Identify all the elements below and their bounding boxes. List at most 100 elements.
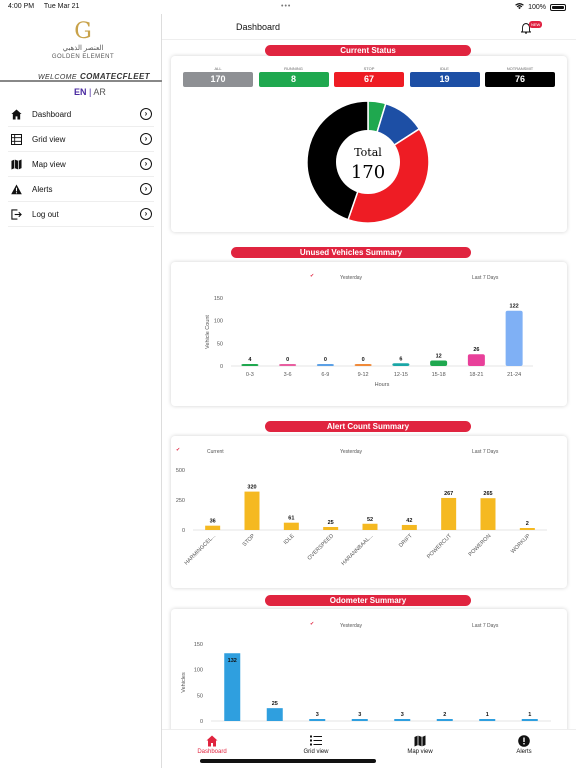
multitask-dots-icon[interactable]: ••• <box>281 3 292 10</box>
x-tick-label: 0-3 <box>246 372 254 378</box>
status-notransmit[interactable]: NOTRANSMIT 76 <box>485 66 555 87</box>
bar[interactable] <box>362 523 378 530</box>
y-tick-label: 100 <box>214 319 223 325</box>
bar[interactable] <box>436 719 453 721</box>
status-caption: ALL <box>214 66 222 71</box>
bar[interactable] <box>283 522 299 530</box>
bar-value-label: 0 <box>324 357 327 363</box>
battery-percent: 100% <box>528 4 546 11</box>
home-icon <box>172 734 252 747</box>
sidebar-item-dashboard[interactable]: Dashboard › <box>8 102 154 127</box>
grid-list-icon <box>10 133 22 145</box>
y-tick-label: 100 <box>194 668 203 674</box>
status-value: 76 <box>485 72 555 87</box>
lang-en-option[interactable]: EN <box>74 87 87 97</box>
bar-value-label: 36 <box>210 519 216 525</box>
home-indicator <box>200 759 376 763</box>
tab-dashboard[interactable]: Dashboard <box>172 734 252 755</box>
sidebar-item-logout[interactable]: Log out › <box>8 202 154 227</box>
bar[interactable] <box>351 719 368 721</box>
status-idle[interactable]: IDLE 19 <box>409 66 480 87</box>
chevron-right-icon: › <box>140 108 152 120</box>
bar[interactable] <box>392 363 410 366</box>
bar[interactable] <box>479 719 496 721</box>
tab-label: Dashboard <box>197 749 227 755</box>
tab-alerts[interactable]: Alerts <box>484 734 564 755</box>
status-running[interactable]: RUNNING 8 <box>258 66 329 87</box>
bar-value-label: 3 <box>316 712 319 718</box>
bar[interactable] <box>467 354 485 366</box>
status-bar: 4:00 PM Tue Mar 21 ••• 100% <box>0 0 576 14</box>
x-tick-label: IDLE <box>283 533 296 546</box>
bar[interactable] <box>323 527 339 530</box>
sidebar: G العنصر الذهبي GOLDEN ELEMENT WELCOME CO… <box>0 14 162 768</box>
unused-vehicles-card <box>171 262 567 406</box>
alert-icon <box>484 734 564 747</box>
current-check-icon[interactable]: ✔ <box>176 447 181 453</box>
bar[interactable] <box>266 708 283 721</box>
bar-value-label: 25 <box>272 701 278 707</box>
x-tick-label: 21-24 <box>507 372 521 378</box>
tab-label: Map view <box>407 749 433 755</box>
bar[interactable] <box>521 719 538 721</box>
x-tick-label: 9-12 <box>358 372 369 378</box>
bell-icon <box>520 23 532 34</box>
bar[interactable] <box>241 364 259 366</box>
status-value: 19 <box>409 72 480 87</box>
yesterday-check-icon[interactable]: ✔ <box>310 621 315 627</box>
x-axis-label: Hours <box>375 382 390 388</box>
wifi-icon <box>515 3 524 12</box>
y-tick-label: 50 <box>197 693 203 699</box>
bar[interactable] <box>244 491 260 530</box>
bar[interactable] <box>316 364 334 366</box>
logo-english: GOLDEN ELEMENT <box>51 54 115 60</box>
donut-center-value: 170 <box>351 162 385 183</box>
status-caption: RUNNING <box>284 66 303 71</box>
bar-value-label: 4 <box>248 357 252 363</box>
bar-value-label: 26 <box>473 347 479 353</box>
status-caption: STOP <box>363 66 375 71</box>
bar[interactable] <box>224 653 241 721</box>
legend-yesterday[interactable]: Yesterday <box>340 275 363 281</box>
company-logo: G العنصر الذهبي GOLDEN ELEMENT <box>48 20 118 72</box>
battery-icon <box>550 4 566 11</box>
status-time: 4:00 PM <box>8 3 35 10</box>
bar[interactable] <box>354 364 372 366</box>
sidebar-item-alerts[interactable]: Alerts › <box>8 177 154 202</box>
legend-yesterday[interactable]: Yesterday <box>340 449 363 455</box>
x-tick-label: 3-6 <box>284 372 292 378</box>
status-caption: NOTRANSMIT <box>506 66 534 71</box>
status-stop[interactable]: STOP 67 <box>334 66 404 87</box>
status-date: Tue Mar 21 <box>43 3 80 10</box>
x-tick-label: POWERCUT <box>426 533 453 560</box>
unused-vehicles-title: Unused Vehicles Summary <box>231 247 471 258</box>
status-all[interactable]: ALL 170 <box>183 66 253 87</box>
bar-value-label: 12 <box>436 354 442 360</box>
bar[interactable] <box>519 528 535 530</box>
bar[interactable] <box>279 364 297 366</box>
notification-bell-button[interactable]: NEW <box>520 21 545 35</box>
map-icon <box>380 734 460 747</box>
legend-yesterday[interactable]: Yesterday <box>340 623 363 629</box>
bar[interactable] <box>480 498 496 530</box>
legend-current[interactable]: Current <box>207 449 224 455</box>
bar-value-label: 0 <box>362 357 365 363</box>
bar[interactable] <box>394 719 411 721</box>
legend-last-7-days[interactable]: Last 7 Days <box>472 449 499 455</box>
y-tick-label: 150 <box>214 296 223 302</box>
bar[interactable] <box>401 524 417 530</box>
legend-last-7-days[interactable]: Last 7 Days <box>472 275 499 281</box>
bar[interactable] <box>205 525 221 530</box>
unused-vehicles-chart: 0 50 100 150 Vehicle Count Hours 4 0-3 0 3-6 0 6-9 0… <box>205 296 533 388</box>
bar[interactable] <box>441 497 457 530</box>
legend-last-7-days[interactable]: Last 7 Days <box>472 623 499 629</box>
bar[interactable] <box>309 719 326 721</box>
bar[interactable] <box>505 310 523 366</box>
sidebar-item-grid-view[interactable]: Grid view › <box>8 127 154 152</box>
tab-grid-view[interactable]: Grid view <box>276 734 356 755</box>
yesterday-check-icon[interactable]: ✔ <box>310 273 315 279</box>
bar[interactable] <box>430 360 448 366</box>
lang-ar-option[interactable]: AR <box>93 87 106 97</box>
tab-map-view[interactable]: Map view <box>380 734 460 755</box>
sidebar-item-map-view[interactable]: Map view › <box>8 152 154 177</box>
